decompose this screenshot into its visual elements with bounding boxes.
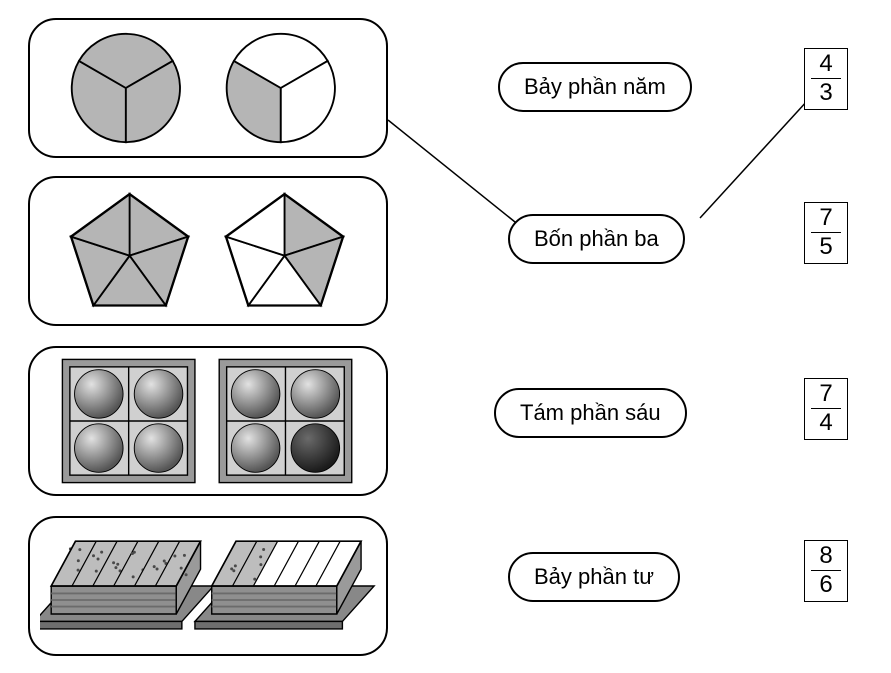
- label-bay-phan-tu[interactable]: Bảy phần tư: [508, 552, 680, 602]
- card-spheres[interactable]: [28, 346, 388, 496]
- fraction-7-4[interactable]: 7 4: [804, 378, 848, 440]
- fraction-denominator: 5: [819, 234, 832, 262]
- label-text: Bảy phần năm: [524, 74, 666, 99]
- card-cakes[interactable]: [28, 516, 388, 656]
- label-text: Tám phần sáu: [520, 400, 661, 425]
- fraction-4-3[interactable]: 4 3: [804, 48, 848, 110]
- fraction-denominator: 6: [819, 572, 832, 600]
- label-text: Bảy phần tư: [534, 564, 654, 589]
- fraction-numerator: 7: [819, 379, 832, 407]
- fraction-7-5[interactable]: 7 5: [804, 202, 848, 264]
- label-tam-phan-sau[interactable]: Tám phần sáu: [494, 388, 687, 438]
- fraction-numerator: 8: [819, 541, 832, 569]
- card-pentagons[interactable]: [28, 176, 388, 326]
- fraction-numerator: 7: [819, 203, 832, 231]
- fraction-denominator: 3: [819, 80, 832, 108]
- cakes-diagram: [40, 516, 376, 656]
- fraction-numerator: 4: [819, 49, 832, 77]
- label-text: Bốn phần ba: [534, 226, 659, 251]
- circles-diagram: [40, 18, 376, 158]
- spheres-diagram: [40, 346, 376, 496]
- fraction-denominator: 4: [819, 410, 832, 438]
- pentagons-diagram: [40, 176, 376, 326]
- card-circles[interactable]: [28, 18, 388, 158]
- fraction-8-6[interactable]: 8 6: [804, 540, 848, 602]
- label-bay-phan-nam[interactable]: Bảy phần năm: [498, 62, 692, 112]
- label-bon-phan-ba[interactable]: Bốn phần ba: [508, 214, 685, 264]
